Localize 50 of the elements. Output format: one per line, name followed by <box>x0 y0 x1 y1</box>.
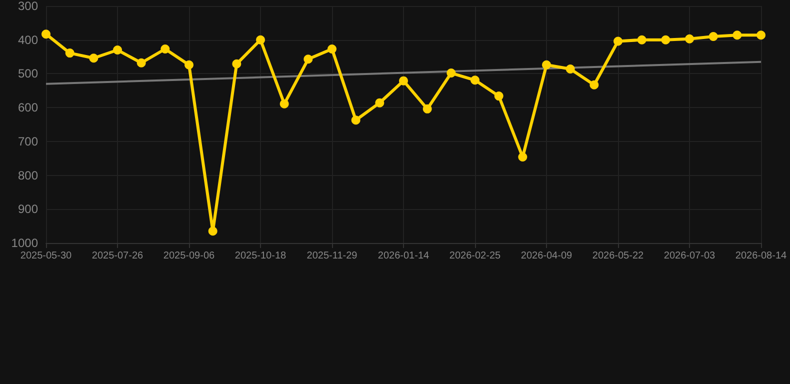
y-tick-label: 600 <box>18 100 38 115</box>
y-tick-label: 1000 <box>11 236 38 250</box>
x-tick-label: 2025-07-26 <box>92 250 144 262</box>
point <box>756 30 766 40</box>
point <box>470 76 480 85</box>
point <box>328 44 336 54</box>
point <box>280 99 289 108</box>
point <box>42 30 50 39</box>
point <box>136 58 146 68</box>
point <box>184 60 194 70</box>
point <box>351 116 360 125</box>
point <box>637 35 646 44</box>
x-tick-label: 2026-07-03 <box>664 250 716 262</box>
point <box>304 54 313 64</box>
point <box>160 44 170 54</box>
point <box>518 152 528 162</box>
y-tick-label: 400 <box>18 32 38 47</box>
point <box>590 80 599 90</box>
point <box>89 54 98 63</box>
point <box>399 76 408 86</box>
x-tick-label: 2026-05-22 <box>592 250 644 262</box>
point <box>208 226 218 236</box>
y-tick-label: 300 <box>18 0 38 13</box>
point <box>614 36 622 46</box>
point <box>542 60 551 70</box>
point <box>232 59 242 68</box>
point <box>446 68 456 78</box>
x-tick-label: 2026-04-09 <box>520 250 573 262</box>
x-tick-label: 2025-09-06 <box>163 250 216 262</box>
x-tick-label: 2025-05-30 <box>20 250 72 262</box>
y-tick-label: 900 <box>18 202 38 216</box>
x-tick-label: 2025-11-29 <box>306 250 358 262</box>
point <box>685 34 694 44</box>
y-tick-label: 800 <box>18 168 38 182</box>
point <box>708 32 718 41</box>
y-tick-label: 700 <box>18 134 38 148</box>
point <box>256 35 265 44</box>
point <box>113 46 122 55</box>
point <box>494 92 504 101</box>
y-tick-label: 500 <box>18 66 38 81</box>
x-tick-label: 2026-01-14 <box>378 250 430 262</box>
x-tick-label: 2026-02-25 <box>449 250 502 262</box>
point <box>566 64 575 74</box>
point <box>375 98 384 108</box>
x-tick-label: 2026-08-14 <box>735 250 788 262</box>
x-tick-label: 2025-10-18 <box>234 250 287 262</box>
point <box>65 48 74 58</box>
point <box>661 35 670 44</box>
point <box>732 30 742 40</box>
point <box>422 104 432 114</box>
